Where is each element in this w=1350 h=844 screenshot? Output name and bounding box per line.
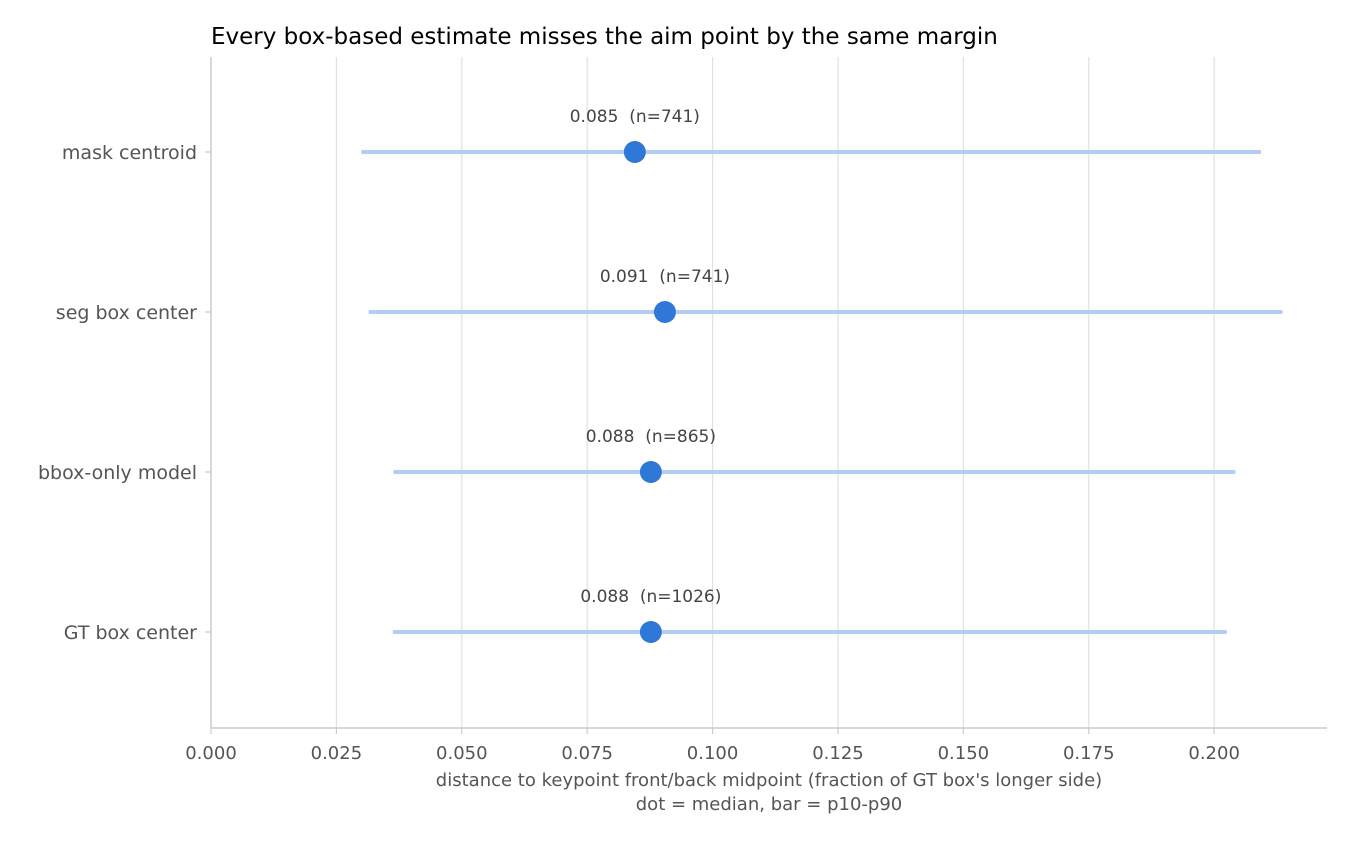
- median-dots: [623, 141, 676, 643]
- x-tick-label: 0.100: [687, 743, 739, 764]
- x-tick-label: 0.125: [812, 743, 864, 764]
- y-tick-label: mask centroid: [62, 142, 197, 164]
- x-tick-label: 0.150: [938, 743, 990, 764]
- y-tick-label: seg box center: [56, 302, 197, 324]
- x-axis-label: distance to keypoint front/back midpoint…: [436, 770, 1102, 791]
- data-label: 0.088 (n=1026): [580, 587, 721, 607]
- data-label: 0.085 (n=741): [570, 107, 700, 127]
- y-tick-label: bbox-only model: [38, 462, 197, 484]
- x-axis-ticks: 0.000 0.025 0.050 0.075 0.100 0.125 0.150 0.175…: [185, 728, 1240, 764]
- x-tick-label: 0.075: [561, 743, 613, 764]
- x-tick-label: 0.000: [185, 743, 237, 764]
- x-tick-label: 0.025: [311, 743, 363, 764]
- y-tick-label: GT box center: [64, 622, 197, 644]
- data-label: 0.088 (n=865): [586, 427, 716, 447]
- x-axis-note: dot = median, bar = p10-p90: [636, 794, 902, 815]
- median-dot: [639, 621, 662, 643]
- x-tick-label: 0.050: [436, 743, 488, 764]
- chart-title: Every box-based estimate misses the aim …: [211, 24, 998, 50]
- y-axis-ticks: mask centroid seg box center bbox-only mod…: [38, 142, 211, 644]
- data-labels: 0.085 (n=741) 0.091 (n=741) 0.088 (n=865) 0…: [570, 107, 730, 607]
- data-label: 0.091 (n=741): [600, 267, 730, 287]
- grid-lines: [335, 57, 1215, 728]
- range-bars: [360, 150, 1283, 634]
- x-tick-label: 0.175: [1063, 743, 1115, 764]
- median-dot: [653, 301, 676, 323]
- x-tick-label: 0.200: [1188, 743, 1240, 764]
- median-dot: [639, 461, 662, 483]
- median-dot: [623, 141, 646, 163]
